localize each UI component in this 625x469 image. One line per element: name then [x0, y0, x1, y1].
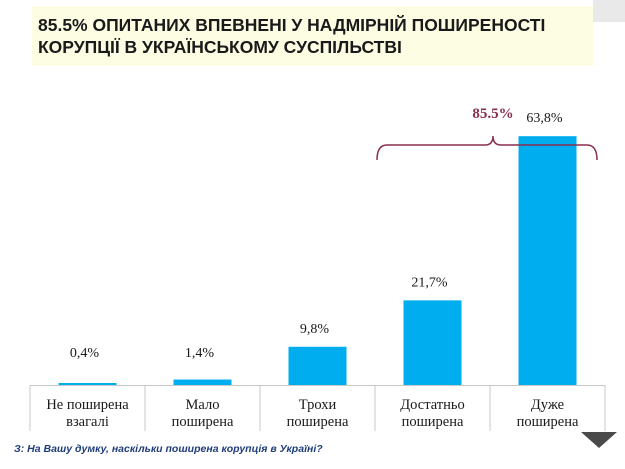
category-label-1: взагалі — [66, 414, 109, 430]
page-title: 85.5% ОПИТАНИХ ВПЕВНЕНІ У НАДМІРНІЙ ПОШИ… — [38, 14, 588, 58]
category-label-1: Не поширена — [46, 397, 129, 413]
data-label-4: 21,7% — [411, 275, 448, 290]
category-label-4: поширена — [402, 414, 464, 430]
category-label-5: Дуже — [531, 397, 564, 413]
title-box: 85.5% ОПИТАНИХ ВПЕВНЕНІ У НАДМІРНІЙ ПОШИ… — [32, 6, 593, 66]
top-right-bar — [593, 0, 625, 22]
corner-arrow-icon — [581, 432, 617, 448]
category-label-2: поширена — [172, 414, 234, 430]
bar-2 — [173, 379, 232, 385]
data-label-3: 9,8% — [300, 322, 330, 337]
category-label-4: Достатньо — [400, 397, 464, 413]
bar-4 — [403, 300, 462, 385]
bar-1 — [58, 383, 117, 385]
bar-3 — [288, 346, 347, 385]
bar-5 — [518, 136, 577, 385]
data-label-5: 63,8% — [526, 111, 563, 126]
category-label-3: Трохи — [299, 397, 337, 413]
survey-question: З: На Вашу думку, наскільки поширена кор… — [14, 443, 323, 455]
title-line-2: КОРУПЦІЇ В УКРАЇНСЬКОМУ СУСПІЛЬСТВІ — [38, 37, 402, 57]
data-label-1: 0,4% — [70, 346, 100, 361]
category-label-2: Мало — [186, 397, 220, 413]
title-line-1: 85.5% ОПИТАНИХ ВПЕВНЕНІ У НАДМІРНІЙ ПОШИ… — [38, 15, 546, 35]
category-label-3: поширена — [287, 414, 349, 430]
data-label-2: 1,4% — [185, 346, 215, 361]
bracket-annotation — [376, 135, 598, 161]
bracket-annotation-label: 85.5% — [472, 106, 513, 122]
category-label-5: поширена — [517, 414, 579, 430]
